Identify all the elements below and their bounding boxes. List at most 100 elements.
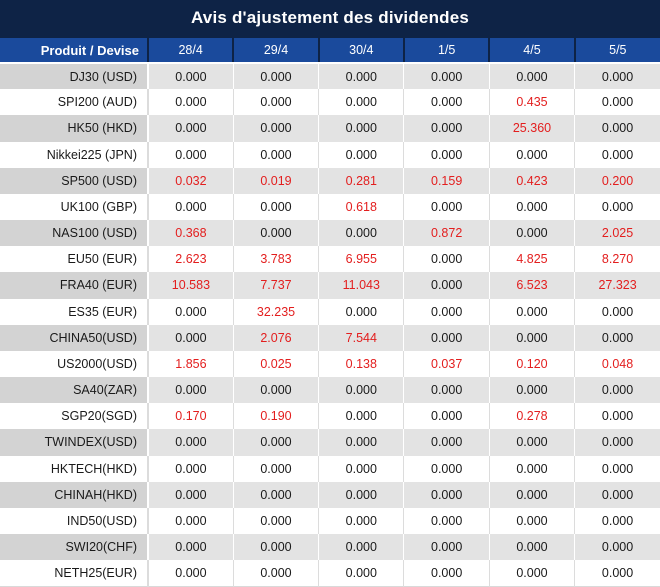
- value-cell: 0.000: [318, 220, 405, 247]
- value-cell: 0.000: [574, 377, 660, 404]
- product-cell: SWI20(CHF): [0, 534, 149, 561]
- value-cell: 0.000: [574, 560, 660, 587]
- value-cell: 0.000: [233, 193, 320, 221]
- product-cell: ES35 (EUR): [0, 298, 149, 325]
- value-cell: 0.000: [489, 220, 576, 247]
- value-cell: 0.170: [148, 403, 234, 430]
- page-title: Avis d'ajustement des dividendes: [0, 0, 660, 36]
- value-cell: 0.000: [574, 481, 660, 508]
- value-cell: 0.000: [403, 193, 490, 221]
- value-cell: 0.000: [403, 141, 490, 168]
- column-header-date: 1/5: [402, 36, 491, 64]
- table-row: SGP20(SGD) 0.170 0.190 0.000 0.000 0.278 0.000: [0, 403, 660, 430]
- value-cell: 0.000: [148, 298, 234, 325]
- value-cell: 0.000: [233, 481, 320, 508]
- value-cell: 0.000: [489, 63, 576, 90]
- value-cell: 0.000: [148, 115, 234, 142]
- product-cell: NAS100 (USD): [0, 220, 149, 247]
- table-row: US2000(USD) 1.856 0.025 0.138 0.037 0.120 0.04…: [0, 350, 660, 378]
- product-cell: IND50(USD): [0, 507, 149, 535]
- product-cell: CHINA50(USD): [0, 324, 149, 351]
- value-cell: 0.000: [489, 481, 576, 508]
- value-cell: 0.000: [148, 560, 234, 587]
- value-cell: 0.000: [318, 115, 405, 142]
- value-cell: 0.000: [574, 89, 660, 116]
- table-row: NETH25(EUR) 0.000 0.000 0.000 0.000 0.000 0.00…: [0, 560, 660, 587]
- value-cell: 3.783: [233, 246, 320, 273]
- value-cell: 0.000: [403, 403, 490, 430]
- value-cell: 0.000: [489, 141, 576, 168]
- value-cell: 0.000: [489, 534, 576, 561]
- value-cell: 0.000: [403, 89, 490, 116]
- value-cell: 0.159: [403, 167, 490, 194]
- value-cell: 0.000: [148, 377, 234, 404]
- value-cell: 6.523: [489, 272, 576, 299]
- value-cell: 0.000: [318, 534, 405, 561]
- value-cell: 0.618: [318, 193, 405, 221]
- value-cell: 0.190: [233, 403, 320, 430]
- value-cell: 0.000: [489, 324, 576, 351]
- value-cell: 0.000: [403, 534, 490, 561]
- table-row: SP500 (USD) 0.032 0.019 0.281 0.159 0.423 0.20…: [0, 167, 660, 194]
- product-cell: SA40(ZAR): [0, 377, 149, 404]
- value-cell: 10.583: [148, 272, 234, 299]
- value-cell: 25.360: [489, 115, 576, 142]
- value-cell: 0.000: [574, 115, 660, 142]
- value-cell: 0.000: [574, 63, 660, 90]
- value-cell: 0.000: [574, 429, 660, 456]
- table-row: CHINAH(HKD) 0.000 0.000 0.000 0.000 0.000 0.00…: [0, 481, 660, 508]
- value-cell: 0.000: [318, 403, 405, 430]
- table-row: SPI200 (AUD) 0.000 0.000 0.000 0.000 0.435 0.0…: [0, 89, 660, 116]
- product-cell: US2000(USD): [0, 350, 149, 378]
- column-header-date: 4/5: [488, 36, 576, 64]
- product-cell: EU50 (EUR): [0, 246, 149, 273]
- column-header-product: Produit / Devise: [0, 36, 149, 64]
- value-cell: 0.048: [574, 350, 660, 378]
- value-cell: 0.000: [574, 324, 660, 351]
- value-cell: 0.000: [318, 141, 405, 168]
- column-header-date: 29/4: [232, 36, 320, 64]
- value-cell: 8.270: [574, 246, 660, 273]
- value-cell: 0.281: [318, 167, 405, 194]
- product-cell: SPI200 (AUD): [0, 89, 149, 116]
- value-cell: 0.025: [233, 350, 320, 378]
- table-row: SA40(ZAR) 0.000 0.000 0.000 0.000 0.000 0.000: [0, 377, 660, 404]
- value-cell: 0.037: [403, 350, 490, 378]
- value-cell: 0.000: [318, 298, 405, 325]
- value-cell: 0.872: [403, 220, 490, 247]
- value-cell: 0.435: [489, 89, 576, 116]
- value-cell: 0.000: [148, 455, 234, 482]
- value-cell: 0.000: [489, 298, 576, 325]
- value-cell: 0.000: [489, 429, 576, 456]
- value-cell: 0.000: [489, 560, 576, 587]
- value-cell: 0.000: [403, 63, 490, 90]
- value-cell: 0.000: [403, 115, 490, 142]
- value-cell: 0.000: [403, 298, 490, 325]
- value-cell: 0.000: [403, 455, 490, 482]
- table-row: HKTECH(HKD) 0.000 0.000 0.000 0.000 0.000 0.00…: [0, 455, 660, 482]
- value-cell: 0.000: [233, 455, 320, 482]
- value-cell: 0.000: [489, 507, 576, 535]
- value-cell: 0.000: [148, 481, 234, 508]
- product-cell: SP500 (USD): [0, 167, 149, 194]
- value-cell: 0.000: [233, 220, 320, 247]
- value-cell: 0.000: [318, 455, 405, 482]
- table-header-row: Produit / Devise 28/4 29/4 30/4 1/5 4/5 5/5: [0, 36, 660, 64]
- table-row: UK100 (GBP) 0.000 0.000 0.618 0.000 0.000 0.00…: [0, 193, 660, 221]
- value-cell: 0.000: [318, 377, 405, 404]
- value-cell: 0.138: [318, 350, 405, 378]
- column-header-date: 30/4: [317, 36, 405, 64]
- product-cell: FRA40 (EUR): [0, 272, 149, 299]
- value-cell: 0.000: [233, 377, 320, 404]
- value-cell: 0.000: [148, 141, 234, 168]
- table-row: EU50 (EUR) 2.623 3.783 6.955 0.000 4.825 8.270: [0, 246, 660, 273]
- value-cell: 0.000: [233, 534, 320, 561]
- product-cell: UK100 (GBP): [0, 193, 149, 221]
- value-cell: 0.000: [403, 324, 490, 351]
- value-cell: 0.000: [574, 193, 660, 221]
- table-row: SWI20(CHF) 0.000 0.000 0.000 0.000 0.000 0.000: [0, 534, 660, 561]
- value-cell: 0.000: [403, 272, 490, 299]
- value-cell: 0.000: [318, 481, 405, 508]
- value-cell: 0.000: [489, 193, 576, 221]
- value-cell: 0.000: [403, 507, 490, 535]
